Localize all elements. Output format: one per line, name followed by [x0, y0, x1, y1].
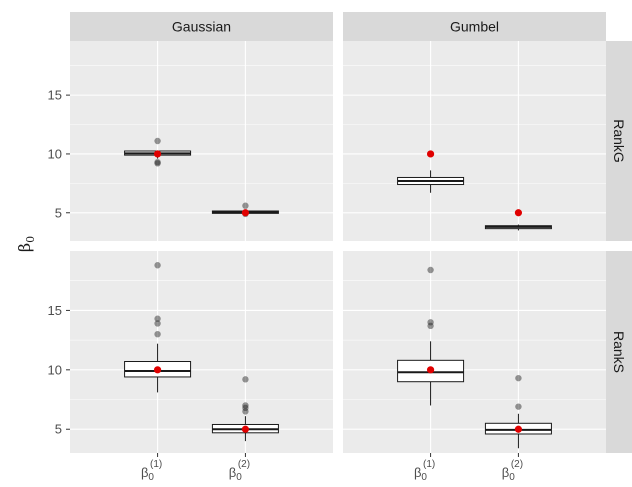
- outlier-point: [242, 202, 249, 209]
- outlier-point: [154, 158, 161, 166]
- x-tick-label: β0(1): [414, 459, 435, 483]
- panel-RankS-Gumbel: [397, 266, 552, 449]
- facet-label-gaussian: Gaussian: [172, 19, 231, 35]
- outlier-point: [427, 266, 434, 274]
- true-value-point: [514, 425, 523, 433]
- panel-RankG-Gaussian: [124, 137, 279, 218]
- panel-background: [70, 251, 333, 453]
- x-tick-label: β0(1): [141, 459, 162, 483]
- facet-strip-top: [70, 12, 333, 41]
- outlier-point: [154, 160, 161, 167]
- y-tick-label: 10: [48, 146, 62, 161]
- facet-strip-right: [606, 41, 632, 241]
- facet-label-ranks: RankS: [611, 331, 627, 373]
- y-tick-label: 10: [48, 362, 62, 377]
- panel-background: [70, 41, 333, 241]
- panel-background: [343, 41, 606, 241]
- y-tick-label: 15: [48, 88, 62, 103]
- true-value-point: [241, 425, 250, 433]
- y-tick-label: 15: [48, 303, 62, 318]
- facet-label-rankg: RankG: [611, 119, 627, 163]
- outlier-point: [515, 403, 522, 410]
- panel-RankS-Gaussian: [124, 262, 279, 442]
- facet-strip-top: [343, 12, 606, 41]
- true-value-point: [426, 366, 435, 374]
- outlier-point: [427, 319, 434, 326]
- outlier-point: [154, 330, 161, 338]
- x-tick-label: β0(2): [502, 459, 523, 483]
- panels-layer: [70, 41, 606, 453]
- y-tick-label: 5: [55, 205, 62, 220]
- facet-label-gumbel: Gumbel: [450, 19, 499, 35]
- true-value-point: [241, 209, 250, 217]
- outlier-point: [154, 320, 161, 327]
- panel-RankG-Gumbel: [397, 150, 552, 231]
- outlier-point: [154, 137, 161, 145]
- y-axis-title-main: β: [15, 243, 34, 252]
- true-value-point: [426, 150, 435, 158]
- outlier-point: [154, 262, 161, 269]
- panel-background: [343, 251, 606, 453]
- true-value-point: [153, 150, 162, 158]
- y-tick-label: 5: [55, 422, 62, 437]
- outlier-point: [242, 402, 249, 409]
- outlier-point: [427, 322, 434, 330]
- outlier-point: [242, 376, 249, 383]
- outlier-point: [242, 404, 249, 412]
- outlier-point: [242, 408, 249, 415]
- facet-strip-right: [606, 251, 632, 453]
- y-axis-title: β0: [15, 236, 37, 252]
- true-value-point: [514, 209, 523, 217]
- strips-layer: Gaussian Gumbel RankG RankS: [70, 12, 632, 453]
- x-tick-label: β0(2): [229, 459, 250, 483]
- y-axis-title-sub: 0: [24, 236, 37, 243]
- outlier-point: [154, 315, 161, 322]
- axes-layer: 5 10 15 5 10 15 β0(1) β0(2) β0(1) β0(2): [48, 88, 524, 483]
- outlier-point: [515, 374, 522, 382]
- true-value-point: [153, 366, 162, 374]
